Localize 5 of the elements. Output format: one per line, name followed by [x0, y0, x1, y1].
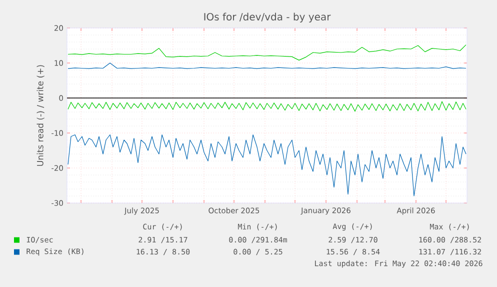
chart-title: IOs for /dev/vda - by year [204, 12, 331, 22]
y-axis-title: Units read (-) / write (+) [36, 65, 44, 166]
line-series [68, 134, 466, 196]
line-series [68, 101, 466, 112]
line-series [68, 44, 466, 60]
